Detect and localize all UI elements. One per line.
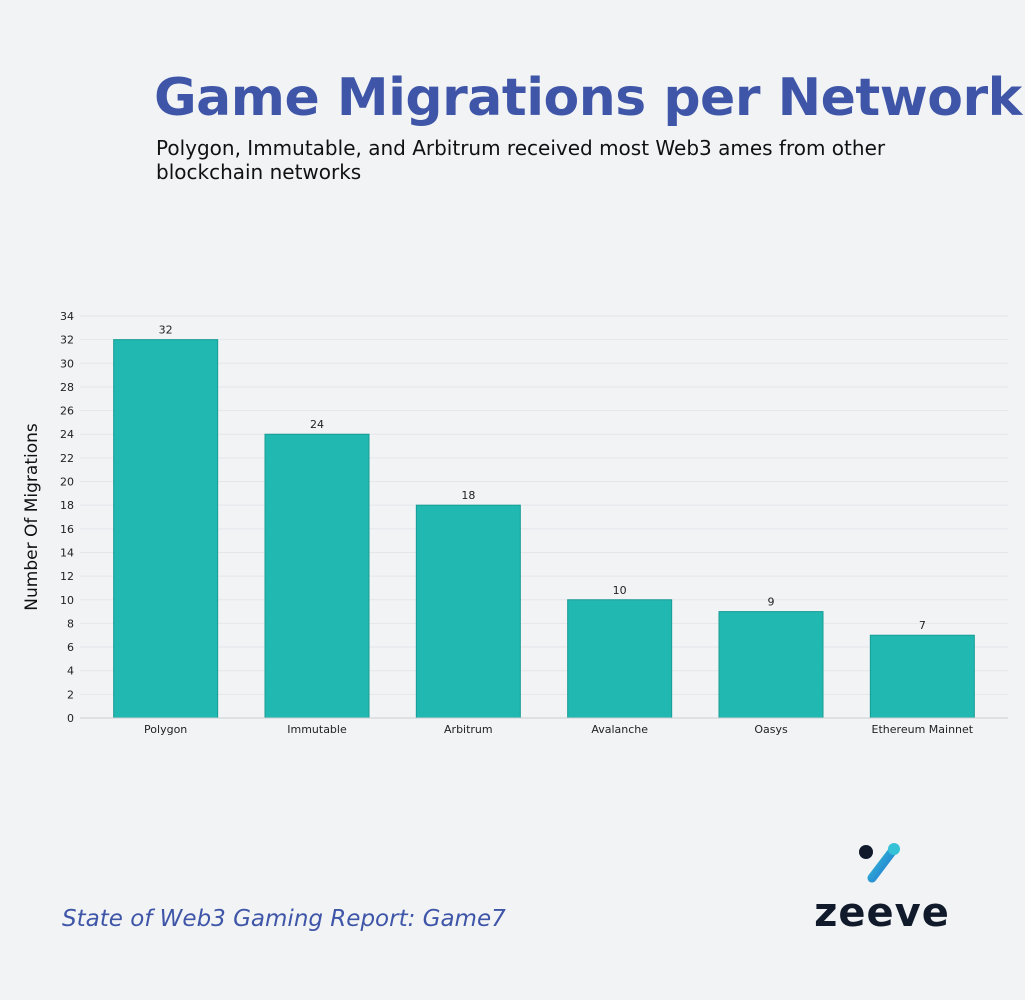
y-tick-label: 28 xyxy=(60,381,74,394)
bar-ethereum-mainnet xyxy=(869,634,975,719)
y-tick-label: 14 xyxy=(60,546,74,559)
y-tick-label: 2 xyxy=(67,688,74,701)
data-label: 32 xyxy=(159,324,173,337)
y-tick-label: 22 xyxy=(60,452,74,465)
y-tick-label: 8 xyxy=(67,617,74,630)
x-tick-label: Ethereum Mainnet xyxy=(872,723,974,736)
y-tick-label: 24 xyxy=(60,428,74,441)
chart-subtitle: Polygon, Immutable, and Arbitrum receive… xyxy=(156,136,886,184)
y-tick-label: 18 xyxy=(60,499,74,512)
bar-arbitrum xyxy=(415,504,521,719)
data-label: 7 xyxy=(919,619,926,632)
x-tick-label: Arbitrum xyxy=(444,723,493,736)
chart-title: Game Migrations per Network xyxy=(154,68,1022,128)
bar-immutable xyxy=(264,433,370,719)
x-tick-label: Polygon xyxy=(144,723,187,736)
x-tick-label: Immutable xyxy=(287,723,347,736)
data-label: 10 xyxy=(613,584,627,597)
y-tick-label: 6 xyxy=(67,641,74,654)
data-label: 18 xyxy=(461,489,475,502)
y-tick-label: 10 xyxy=(60,594,74,607)
y-tick-label: 20 xyxy=(60,476,74,489)
y-tick-label: 0 xyxy=(67,712,74,725)
y-tick-label: 32 xyxy=(60,334,74,347)
brand-name: zeeve xyxy=(814,890,950,936)
y-tick-label: 26 xyxy=(60,405,74,418)
y-axis-label: Number Of Migrations xyxy=(22,423,42,611)
x-tick-label: Oasys xyxy=(754,723,788,736)
zeeve-logo-icon xyxy=(859,843,901,883)
data-label: 9 xyxy=(768,596,775,609)
brand-block: zeeve xyxy=(812,842,952,942)
bar-oasys xyxy=(718,611,824,719)
data-label: 24 xyxy=(310,418,324,431)
y-tick-label: 30 xyxy=(60,357,74,370)
x-tick-label: Avalanche xyxy=(591,723,648,736)
bar-avalanche xyxy=(567,599,673,719)
y-tick-label: 34 xyxy=(60,310,74,323)
bar-polygon xyxy=(113,339,219,719)
y-tick-label: 12 xyxy=(60,570,74,583)
y-tick-label: 16 xyxy=(60,523,74,536)
source-caption: State of Web3 Gaming Report: Game7 xyxy=(62,906,506,932)
y-tick-label: 4 xyxy=(67,665,74,678)
